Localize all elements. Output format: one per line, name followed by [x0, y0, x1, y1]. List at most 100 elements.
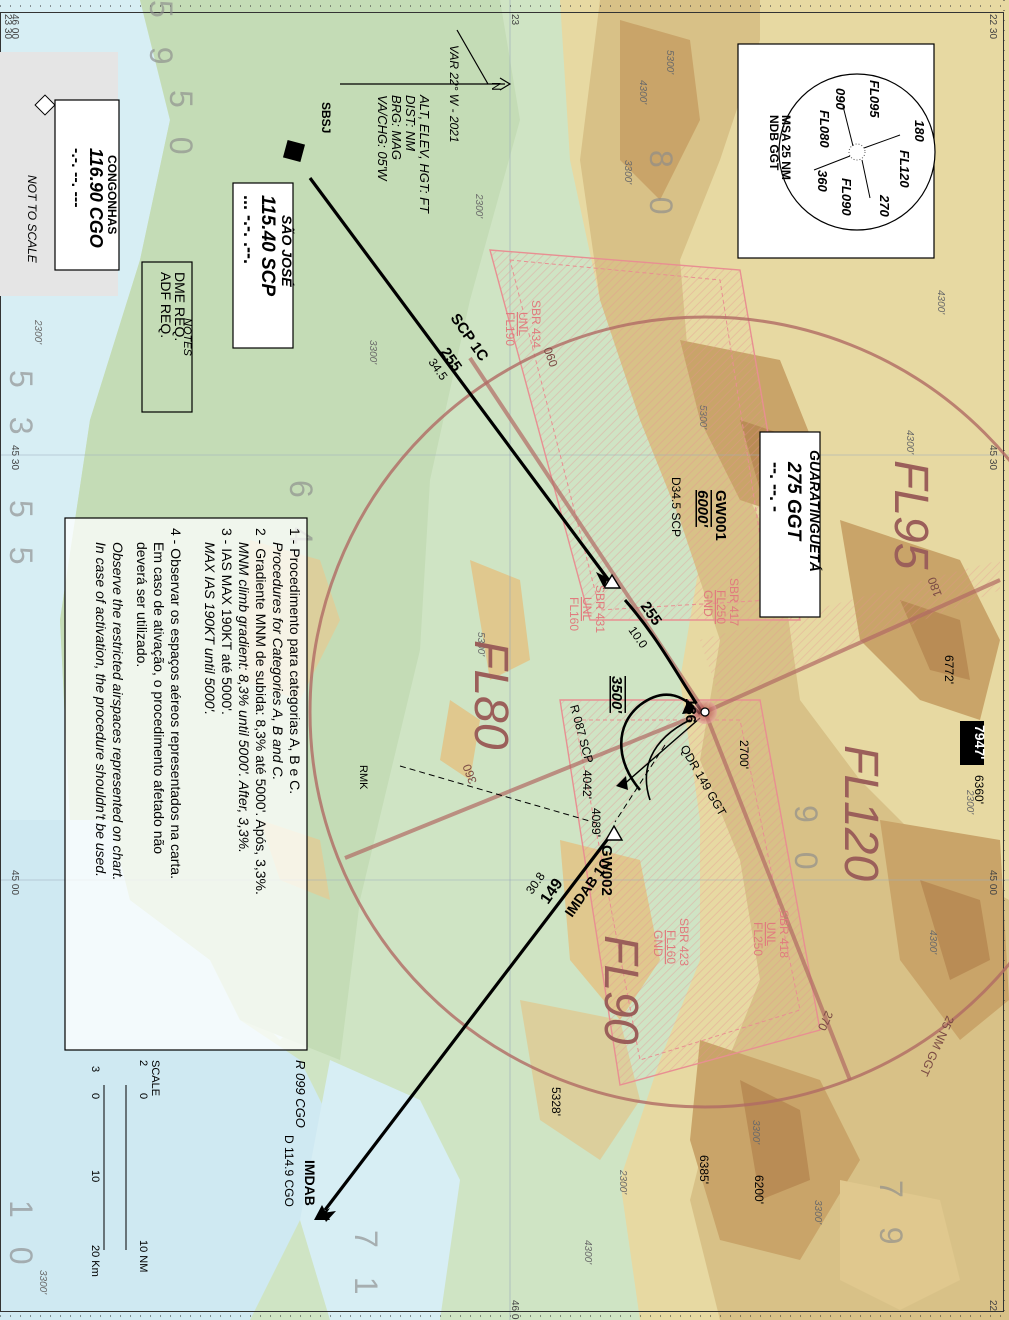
- imdab-name: IMDAB: [302, 1160, 318, 1206]
- gw001-fix: [602, 573, 622, 589]
- msa-sector: FL080: [817, 110, 832, 148]
- grid-label: 46 00: [9, 14, 20, 39]
- contour-label: 5300': [664, 50, 675, 75]
- contour-label: 3300': [750, 1120, 761, 1145]
- congonhas-freq: 116.90 CGO: [86, 148, 106, 248]
- restricted-upper: UNL: [580, 597, 594, 621]
- grid-label: 45 00: [987, 870, 998, 895]
- contour-label: 3300': [622, 160, 633, 185]
- gw001-dme: D34.5 SCP: [669, 477, 683, 537]
- obstacle-elevation: 6360': [972, 775, 986, 804]
- ring-bearing: 090: [541, 345, 561, 369]
- rmk-label: RMK: [357, 765, 369, 790]
- region-number: 5 9: [143, 0, 179, 74]
- contour-label: 4300': [904, 430, 915, 455]
- contour-label: 2300': [32, 319, 43, 345]
- msa-bearing: 270: [877, 194, 892, 217]
- ring-bearing: 180: [925, 575, 945, 599]
- region-number: 5 3: [3, 370, 39, 444]
- imdab-radial: R 099 CGO: [293, 1060, 308, 1128]
- fixes: [282, 139, 717, 1220]
- flight-level-fl95: FL95: [884, 460, 937, 570]
- sao-jose-morse: ... -.-. .--.: [240, 195, 260, 264]
- holding-inbound: 186: [682, 698, 699, 723]
- grid-label: 45 00: [9, 870, 20, 895]
- restricted-lower: GND: [651, 930, 665, 957]
- holding-alt: 3500': [608, 676, 625, 713]
- contour-label: 5300': [475, 632, 486, 657]
- restricted-id: SBR 423: [677, 918, 691, 966]
- msa-box: [737, 43, 936, 259]
- obstacle-elevation: 6200': [752, 1175, 766, 1204]
- scale-bar: [103, 1085, 127, 1250]
- scale-nm-tick: 2: [137, 1060, 149, 1066]
- congonhas-morse: -.-. --. ---: [68, 148, 85, 208]
- obstacle-elevation: 6772': [942, 655, 956, 684]
- guaratingueta-morse: --. --. -: [766, 462, 786, 512]
- not-to-scale: NOT TO SCALE: [25, 175, 39, 264]
- obstacle-elevation: 4039': [589, 808, 603, 837]
- remark-3-en: MAX IAS 190KT until 5000'.: [202, 542, 218, 715]
- region-number: 1 0: [3, 1200, 39, 1274]
- contour-label: 2300': [964, 789, 975, 815]
- remark-4b: Em caso de ativação, o procedimento afet…: [151, 542, 167, 854]
- info-boxes: [0, 52, 821, 1051]
- ring-bearing: 360: [460, 762, 480, 786]
- scale-km-tick: 10: [89, 1170, 101, 1182]
- region-number: 9 0: [788, 805, 824, 879]
- contour-label: 3300': [812, 1200, 823, 1225]
- north-arrow: [340, 29, 512, 91]
- obstacle-elevation: 7947': [972, 725, 988, 759]
- remark-1-en: Procedures for Categories A, B and C.: [270, 542, 286, 780]
- obstacle-elevation: 2700': [737, 740, 751, 769]
- grid-label: 46 00: [509, 1300, 520, 1320]
- sbsj-label: SBSJ: [319, 102, 333, 133]
- notes-item: DME REQ.: [172, 272, 188, 341]
- contour-label: 4300': [637, 80, 648, 105]
- msa-sector: FL090: [839, 178, 854, 216]
- region-number: 5 0: [163, 90, 199, 164]
- sao-jose-name: SÃO JOSÉ: [279, 215, 296, 287]
- remark-4-en-a: Observe the restricted airspaces represe…: [110, 542, 126, 881]
- msa-title: MSA 25 NM: [779, 115, 793, 180]
- grid-label: 45 30: [9, 445, 20, 470]
- restricted-upper: FL160: [664, 930, 678, 964]
- contour-label: 2300': [617, 1169, 628, 1195]
- restricted-upper: UNL: [516, 312, 530, 336]
- restricted-upper: FL250: [714, 590, 728, 624]
- remark-1: 1 - Procedimento para categorias A, B e …: [287, 528, 303, 794]
- restricted-lower: GND: [701, 590, 715, 617]
- msa-bearing: 090: [833, 88, 848, 110]
- restricted-lower: FL160: [567, 597, 581, 631]
- notes-title: NOTES: [181, 318, 193, 357]
- north-label: N: [489, 82, 503, 91]
- msa-sub: NDB GGT: [767, 115, 781, 171]
- congonhas-name: CONGONHAS: [105, 155, 119, 234]
- imdab-dme: D 114.9 CGO: [282, 1135, 296, 1207]
- msa-bearing: 180: [912, 120, 927, 142]
- grid-label: 23: [509, 14, 520, 26]
- flight-level-fl80: FL80: [464, 640, 517, 750]
- grid-label: 22 30: [987, 14, 998, 39]
- region-number: 7 1: [348, 1230, 384, 1304]
- sbsj-airport: [282, 139, 306, 163]
- scale-nm-tick: 0: [137, 1093, 149, 1099]
- contour-label: 4300': [582, 1240, 593, 1265]
- obstacle-elevation: 4042': [580, 770, 594, 799]
- guaratingueta-freq: 275 GGT: [783, 461, 804, 542]
- contour-label: 4300': [927, 930, 938, 955]
- legend-units-line: ALT, ELEV, HGT: FT: [417, 94, 432, 214]
- obstacle-elevation: 6385': [697, 1155, 711, 1184]
- imdab-fix: [314, 1205, 330, 1220]
- scale-nm-tick: 10 NM: [137, 1240, 149, 1272]
- legend-units-line: VA/CHG: 05'W: [375, 95, 390, 182]
- gw002-name: GW002: [598, 845, 615, 896]
- obstacle-elevation: 5328': [549, 1087, 563, 1116]
- remark-2: 2 - Gradiente MNM de subida: 8,3% até 50…: [253, 528, 269, 895]
- legend-units-line: DIST: NM: [403, 95, 418, 151]
- msa-sector: FL095: [867, 80, 882, 118]
- region-number: 7 9: [873, 1180, 909, 1254]
- region-number: 5 5: [3, 500, 39, 574]
